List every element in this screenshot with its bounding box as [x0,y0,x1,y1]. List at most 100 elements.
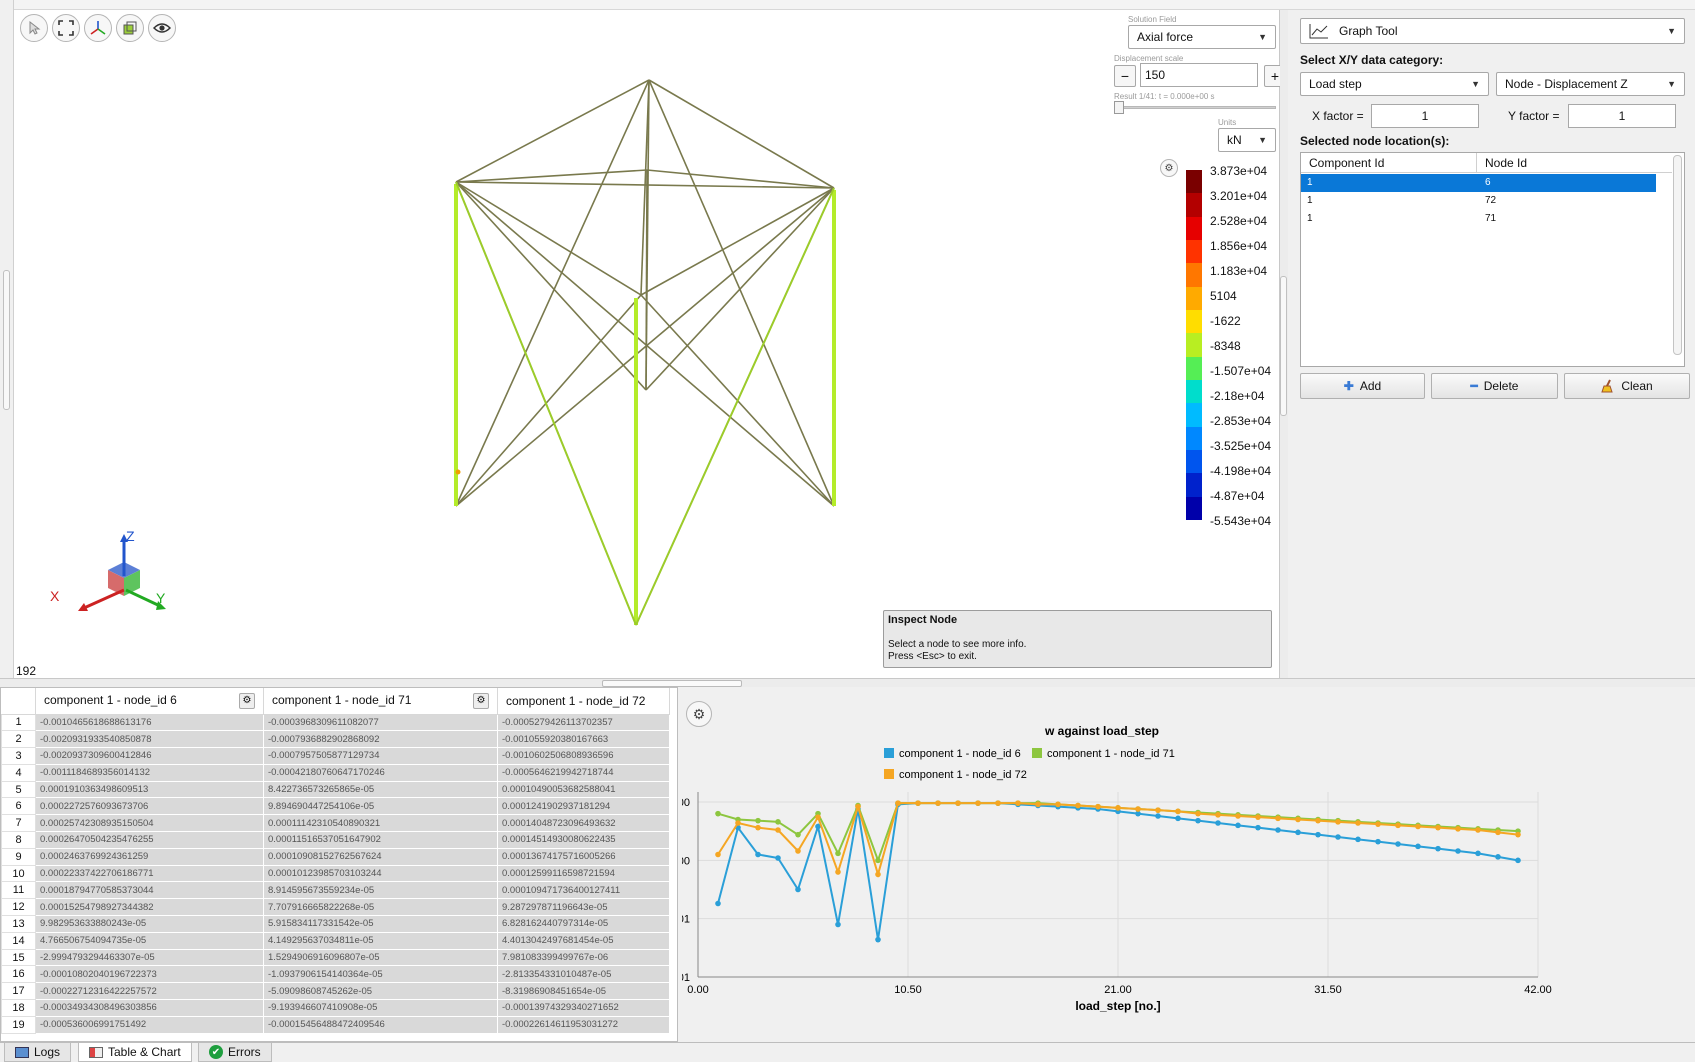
table-cell[interactable]: -9.193946607410908e-05 [263,999,498,1017]
table-cell[interactable]: -0.0011184689356014132 [35,763,264,782]
column-header[interactable]: component 1 - node_id 71 ⚙ [263,688,498,715]
table-cell[interactable]: 1.5294906916096807e-05 [263,948,498,967]
table-cell[interactable]: -1.0937906154140364e-05 [263,965,498,984]
x-factor-input[interactable]: 1 [1371,104,1479,128]
table-cell[interactable]: -0.0001397432934027165​2 [497,999,670,1017]
solution-field-select[interactable]: Axial force ▼ [1128,25,1276,49]
table-cell[interactable]: 0.000246376992436125​9 [35,847,264,866]
table-cell[interactable]: -8.31986908451654e-05 [497,982,670,1001]
table-cell[interactable]: -0.002093193354085087​8 [35,730,264,749]
table-cell[interactable]: -0.00042180760647170246 [263,763,498,782]
truss-model[interactable] [414,60,854,640]
row-number[interactable]: 15 [1,948,36,967]
row-number[interactable]: 14 [1,931,36,950]
table-row[interactable]: 12 0.0001525479892734438​2 7.7079166658222… [1,898,670,917]
table-cell[interactable]: 4.766506754094735e-05 [35,931,264,950]
table-cell[interactable]: -0.0010602506808936596 [497,747,670,765]
table-cell[interactable]: 0.0001151653705164790​2 [263,831,498,849]
row-number[interactable]: 12 [1,898,36,917]
mesh-view-icon[interactable] [116,14,144,42]
delete-button[interactable]: ━ Delete [1431,373,1558,399]
clean-button[interactable]: Clean [1564,373,1690,399]
horizontal-splitter[interactable] [0,678,1695,687]
table-cell[interactable]: 8.914595673559234e-05 [263,881,498,900]
tab-table-chart[interactable]: Table & Chart [78,1043,192,1062]
scale-decrease-button[interactable]: − [1114,65,1136,87]
table-scrollbar[interactable] [1673,155,1682,355]
gear-icon[interactable]: ⚙ [239,692,255,709]
table-cell[interactable]: 0.0001879477058537304​4 [35,881,264,900]
row-number[interactable]: 13 [1,915,36,933]
row-number[interactable]: 5 [1,780,36,799]
table-cell[interactable]: 4.149295637034811e-05 [263,931,498,950]
left-collapse-handle[interactable] [3,270,10,410]
row-number[interactable]: 16 [1,965,36,984]
table-cell[interactable]: 0.0001012398570310324​4 [263,864,498,883]
axes-view-icon[interactable] [84,14,112,42]
3d-viewport[interactable]: Solution Field Axial force ▼ Displacemen… [14,10,1286,678]
table-row[interactable]: 17 -0.0002271231642225757​2 -5.09098608745… [1,982,670,1001]
table-row[interactable]: 14 4.766506754094735e-05 4.149295637034811… [1,931,670,950]
x-category-select[interactable]: Load step ▼ [1300,72,1489,96]
table-cell[interactable]: -0.00015456488472409546 [263,1015,498,1034]
table-cell[interactable]: 5.915834117331542e-05 [263,915,498,933]
table-cell[interactable]: 0.0001451493008062243​5 [497,831,670,849]
table-row[interactable]: 6 0.0002272576093673706 9.894690447254106e… [1,797,670,816]
table-cell[interactable]: 0.0001259911659872159​4 [497,864,670,883]
column-header[interactable]: component 1 - node_id 6 ⚙ [35,688,264,715]
table-cell[interactable]: 0.0002647050423547625​5 [35,831,264,849]
table-cell[interactable]: -0.0003968309611082077 [263,713,498,732]
result-slider-track[interactable] [1114,106,1276,109]
table-cell[interactable]: 6.828162440797314e-05 [497,915,670,933]
column-header[interactable]: component 1 - node_id 72 [497,688,670,715]
pointer-icon[interactable] [20,14,48,42]
graph-tool-select[interactable]: Graph Tool ▼ [1300,18,1685,44]
table-cell[interactable]: 8.422736573265865e-05 [263,780,498,799]
displacement-scale-input[interactable]: 150 [1140,63,1258,87]
table-cell[interactable]: 0.0001241902937181294 [497,797,670,816]
table-cell[interactable]: 0.0001525479892734438​2 [35,898,264,917]
add-button[interactable]: ✚ Add [1300,373,1425,399]
y-category-select[interactable]: Node - Displacement Z ▼ [1496,72,1685,96]
column-header-component-id[interactable]: Component Id [1301,153,1477,173]
table-cell[interactable]: 0.0001094717364001274​11 [497,881,670,900]
splitter-handle[interactable] [602,680,742,687]
row-number[interactable]: 1 [1,713,36,732]
table-row[interactable]: 1 6 [1301,174,1656,192]
table-cell[interactable]: -0.0002261461195303127​2 [497,1015,670,1034]
table-cell[interactable]: 7.981083399499767e-06 [497,948,670,967]
row-number[interactable]: 8 [1,831,36,849]
row-number[interactable]: 9 [1,847,36,866]
row-number[interactable]: 10 [1,864,36,883]
table-row[interactable]: 7 0.0002574230893515050​4 0.00011142310540… [1,814,670,833]
table-cell[interactable]: -2.813354331010487e-05 [497,965,670,984]
row-number[interactable]: 4 [1,763,36,782]
row-number[interactable]: 6 [1,797,36,816]
table-cell[interactable]: -0.0002271231642225757​2 [35,982,264,1001]
table-row[interactable]: 1 72 [1301,192,1656,210]
table-cell[interactable]: 0.0001049005368258804​1 [497,780,670,799]
table-cell[interactable]: -0.0003493430849630385​6 [35,999,264,1017]
table-row[interactable]: 18 -0.0003493430849630385​6 -9.19394660741… [1,999,670,1017]
table-cell[interactable]: -5.09098608745262e-05 [263,982,498,1001]
table-cell[interactable]: 0.0001090815276256762​4 [263,847,498,866]
table-cell[interactable]: 9.894690447254106e-05 [263,797,498,816]
table-row[interactable]: 8 0.0002647050423547625​5 0.00011516537051… [1,831,670,849]
table-cell[interactable]: 0.0001404872309649363​2 [497,814,670,833]
row-number[interactable]: 17 [1,982,36,1001]
table-row[interactable]: 9 0.000246376992436125​9 0.000109081527625… [1,847,670,866]
table-cell[interactable]: -0.0005279426113702357 [497,713,670,732]
tab-logs[interactable]: Logs [4,1043,72,1062]
row-number[interactable]: 19 [1,1015,36,1034]
row-number[interactable]: 18 [1,999,36,1017]
table-cell[interactable]: 0.0001910363498609513 [35,780,264,799]
table-cell[interactable]: -0.0007936882902868092 [263,730,498,749]
right-collapse-handle[interactable] [1280,276,1287,416]
tab-errors[interactable]: ✔ Errors [198,1043,272,1062]
row-number[interactable]: 3 [1,747,36,765]
table-cell[interactable]: -0.0005360069917514​92 [35,1015,264,1034]
table-row[interactable]: 3 -0.002093730960041284​6 -0.0007957505877… [1,747,670,765]
table-cell[interactable]: -0.0010559203801676​63 [497,730,670,749]
legend-settings-gear-icon[interactable]: ⚙ [1160,159,1178,177]
table-row[interactable]: 1 71 [1301,210,1656,228]
